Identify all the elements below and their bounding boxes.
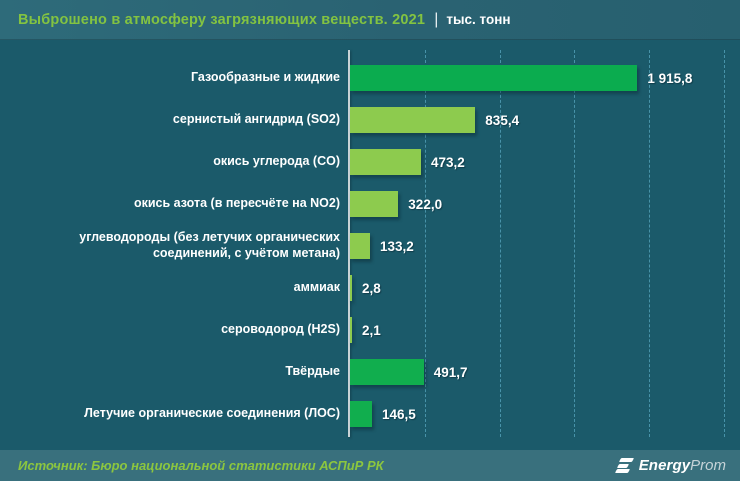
bar-value: 835,4 (485, 112, 520, 128)
bar-value: 2,1 (362, 322, 381, 338)
bar-zone: 2,8 (350, 275, 740, 301)
title-separator: | (434, 10, 439, 28)
bar-label: сернистый ангидрид (SO2) (172, 112, 340, 127)
chart-row: сернистый ангидрид (SO2) 835,4 (0, 99, 740, 141)
footer: Источник: Бюро национальной статистики А… (0, 450, 740, 481)
bar-value: 322,0 (408, 196, 443, 212)
energyprom-logo: Energy Prom (614, 457, 726, 474)
bar-zone: 473,2 (350, 149, 740, 175)
units-label: тыс. тонн (446, 12, 511, 27)
chart-row: окись азота (в пересчёте на NO2) 322,0 (0, 183, 740, 225)
page-title: Выброшено в атмосферу загрязняющих вещес… (18, 11, 426, 28)
chart-row: Летучие органические соединения (ЛОС) 146… (0, 393, 740, 435)
chart-row: окись углерода (CO) 473,2 (0, 141, 740, 183)
bar-chart: Газообразные и жидкие 1 915,8 сернистый ан… (0, 40, 740, 450)
bar-zone: 1 915,8 (350, 65, 740, 91)
bar-zone: 133,2 (350, 233, 740, 259)
gridline-500 (424, 50, 426, 437)
bar-zone: 835,4 (350, 107, 740, 133)
gridline-2500 (724, 50, 726, 437)
gridline-2000 (649, 50, 651, 437)
bar (350, 401, 372, 427)
bar-label: аммиак (293, 280, 340, 295)
chart-row: Твёрдые 491,7 (0, 351, 740, 393)
chart-row: аммиак 2,8 (0, 267, 740, 309)
bar-label: углеводороды (без летучих органических с… (79, 230, 340, 260)
bar-label: сероводород (H2S) (221, 322, 340, 337)
bar-value: 2,8 (362, 280, 381, 296)
bar (350, 149, 421, 175)
chart-row: Газообразные и жидкие 1 915,8 (0, 57, 740, 99)
bar-label: Газообразные и жидкие (190, 70, 340, 85)
bar (350, 317, 352, 343)
gridline-1500 (574, 50, 576, 437)
plot-area (350, 50, 739, 437)
bar-label: Твёрдые (285, 364, 340, 379)
bar-label: окись азота (в пересчёте на NO2) (133, 196, 340, 211)
energyprom-e-icon (614, 457, 634, 474)
source-text: Источник: Бюро национальной статистики А… (18, 458, 384, 473)
bar (350, 65, 638, 91)
bar-value: 1 915,8 (647, 70, 693, 86)
bar-zone: 322,0 (350, 191, 740, 217)
bar (350, 275, 352, 301)
bar-zone: 2,1 (350, 317, 740, 343)
bar-label: Летучие органические соединения (ЛОС) (84, 406, 340, 421)
y-axis-line (348, 50, 350, 437)
bar-zone: 491,7 (350, 359, 740, 385)
bar-value: 473,2 (430, 154, 465, 170)
bar-value: 146,5 (381, 406, 416, 422)
logo-text-energy: Energy (638, 457, 691, 474)
bar-zone: 146,5 (350, 401, 740, 427)
bar (350, 191, 399, 217)
chart-rows: Газообразные и жидкие 1 915,8 сернистый ан… (0, 57, 740, 435)
bar (350, 359, 424, 385)
header: Выброшено в атмосферу загрязняющих вещес… (0, 0, 740, 40)
gridline-1000 (499, 50, 501, 437)
chart-row: сероводород (H2S) 2,1 (0, 309, 740, 351)
chart-row: углеводороды (без летучих органических с… (0, 225, 740, 267)
bar (350, 233, 370, 259)
bar-value: 133,2 (379, 238, 414, 254)
bar (350, 107, 476, 133)
bar-value: 491,7 (433, 364, 468, 380)
logo-text-prom: Prom (690, 457, 726, 474)
bar-label: окись углерода (CO) (213, 154, 340, 169)
